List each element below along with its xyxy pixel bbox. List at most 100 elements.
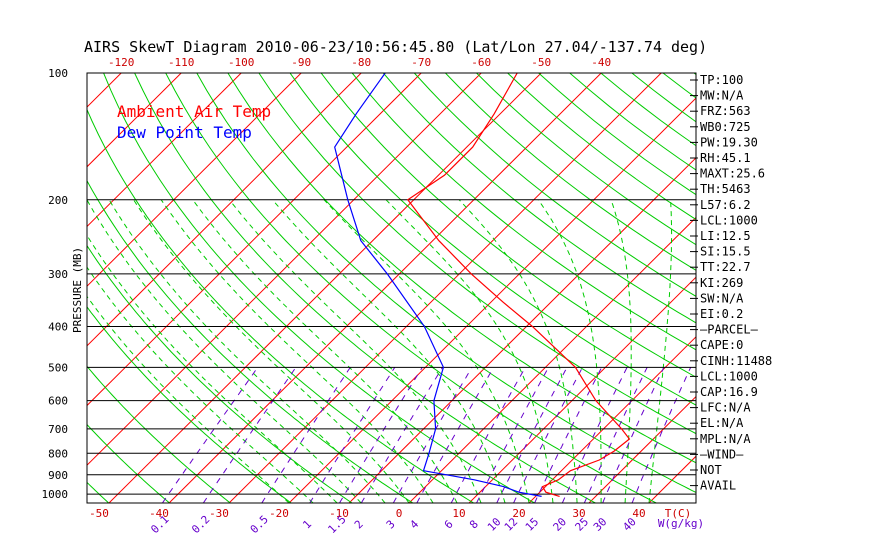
- mixing-ratio-tick-label: 1: [300, 518, 314, 532]
- bottom-temp-tick-label: 30: [572, 507, 585, 520]
- pressure-tick-label: 500: [48, 361, 68, 374]
- moist-adiabat: [108, 199, 386, 503]
- dry-adiabat: [165, 73, 657, 503]
- mixing-ratio-line: [261, 367, 351, 503]
- moist-adiabat: [87, 234, 338, 503]
- index-entry: LI:12.5: [700, 229, 751, 243]
- top-temp-tick-label: -50: [531, 56, 551, 69]
- dry-adiabat: [196, 73, 696, 494]
- mixing-ratio-line: [534, 367, 603, 503]
- mixing-ratio-line: [339, 367, 423, 503]
- dry-adiabat: [476, 73, 696, 246]
- mixing-ratio-line: [602, 367, 665, 503]
- mixing-ratio-tick-label: 8: [467, 518, 481, 532]
- bottom-temp-tick-label: -10: [329, 507, 349, 520]
- index-entry: RH:45.1: [700, 151, 751, 165]
- legend-ambient-air-temp: Ambient Air Temp: [117, 102, 271, 121]
- dry-adiabat: [87, 244, 353, 503]
- dry-adiabat: [0, 73, 48, 503]
- mixing-ratio-line: [513, 367, 583, 503]
- dry-adiabat: [787, 73, 870, 503]
- moist-adiabat: [133, 199, 410, 503]
- mixing-ratio-line: [496, 367, 568, 503]
- isotherm-lines: [0, 73, 696, 503]
- index-entry: PW:19.30: [700, 135, 758, 149]
- plot-frame: [86, 72, 697, 504]
- ambient-temperature-line: [406, 73, 631, 497]
- dry-adiabat: [818, 73, 870, 503]
- index-entry: L57:6.2: [700, 198, 751, 212]
- pressure-tick-label: 100: [48, 67, 68, 80]
- pressure-tick-label: 600: [48, 395, 68, 408]
- moist-adiabat: [87, 266, 314, 503]
- mixing-ratio-tick-label: 0.5: [248, 513, 271, 536]
- top-temp-tick-label: -40: [591, 56, 611, 69]
- top-temp-tick-label: -70: [411, 56, 431, 69]
- isotherm: [408, 216, 696, 503]
- top-temp-tick-label: -120: [108, 56, 135, 69]
- mixing-ratio-tick-label: 30: [591, 515, 610, 534]
- dry-adiabat: [103, 73, 535, 503]
- moist-adiabat: [323, 199, 530, 503]
- moist-adiabat: [192, 199, 458, 503]
- index-entry: CINH:11488: [700, 354, 772, 368]
- mixing-ratio-line: [631, 367, 692, 503]
- mixing-ratio-tick-label: 20: [551, 515, 570, 534]
- top-temp-tick-label: -100: [228, 56, 255, 69]
- bottom-temp-tick-label: -50: [89, 507, 109, 520]
- pressure-tick-label: 400: [48, 321, 68, 334]
- dry-adiabat: [382, 73, 696, 324]
- moist-adiabat-lines: [87, 199, 673, 503]
- dry-adiabat: [413, 73, 696, 297]
- dry-adiabat: [289, 73, 696, 406]
- isotherm: [87, 73, 242, 228]
- index-entry: AVAIL: [700, 479, 736, 493]
- top-temp-tick-label: -60: [471, 56, 491, 69]
- index-entry: TT:22.7: [700, 260, 751, 274]
- index-entry: MW:N/A: [700, 89, 744, 103]
- y-axis-label: PRESSURE (MB): [71, 247, 84, 333]
- isotherm: [87, 73, 302, 287]
- bottom-temp-tick-label: 40: [632, 507, 645, 520]
- isotherm: [0, 73, 1, 503]
- bottom-temp-tick-label: -20: [269, 507, 289, 520]
- dry-adiabat: [87, 423, 170, 503]
- isotherm: [228, 73, 662, 503]
- mixing-ratio-lines: [161, 367, 692, 503]
- moist-adiabat: [272, 199, 506, 503]
- moist-adiabat: [458, 199, 578, 503]
- moist-adiabat: [537, 199, 602, 503]
- mixing-ratio-line: [583, 367, 648, 503]
- moist-adiabat: [87, 295, 290, 503]
- index-entry: MAXT:25.6: [700, 167, 765, 181]
- mixing-ratio-tick-label: 4: [407, 517, 421, 531]
- pressure-tick-label: 800: [48, 447, 68, 460]
- isotherm: [87, 73, 122, 108]
- bottom-temperature-axis: -50 -40 -30 -20 -10 0 10 20 30 40 T(C): [89, 507, 691, 520]
- isotherm: [348, 157, 696, 503]
- dry-adiabat: [507, 73, 696, 221]
- index-entry: LCL:1000: [700, 369, 758, 383]
- dry-adiabat: [445, 73, 696, 271]
- isotherm: [468, 276, 696, 503]
- dry-adiabat: [258, 73, 696, 435]
- mixing-ratio-line: [450, 367, 526, 503]
- index-entry: MPL:N/A: [700, 432, 751, 446]
- index-entry: LCL:1000: [700, 213, 758, 227]
- index-entry: LFC:N/A: [700, 401, 751, 415]
- isotherm: [528, 336, 696, 503]
- index-entry: SI:15.5: [700, 245, 751, 259]
- isobar-lines: [87, 73, 696, 495]
- index-entry: KI:269: [700, 276, 743, 290]
- index-entry: —WIND—: [700, 447, 744, 461]
- legend-dew-point-temp: Dew Point Temp: [117, 123, 252, 142]
- mixing-ratio-line: [392, 367, 473, 503]
- pressure-tick-label: 900: [48, 469, 68, 482]
- temperature-axis-label: T(C): [665, 507, 692, 520]
- dew-point-line: [334, 73, 542, 497]
- dry-adiabat: [351, 73, 696, 351]
- dry-adiabat: [227, 73, 696, 464]
- top-temp-tick-label: -110: [168, 56, 195, 69]
- top-temperature-axis: -120 -110 -100 -90 -80 -70 -60 -50 -40: [108, 56, 611, 69]
